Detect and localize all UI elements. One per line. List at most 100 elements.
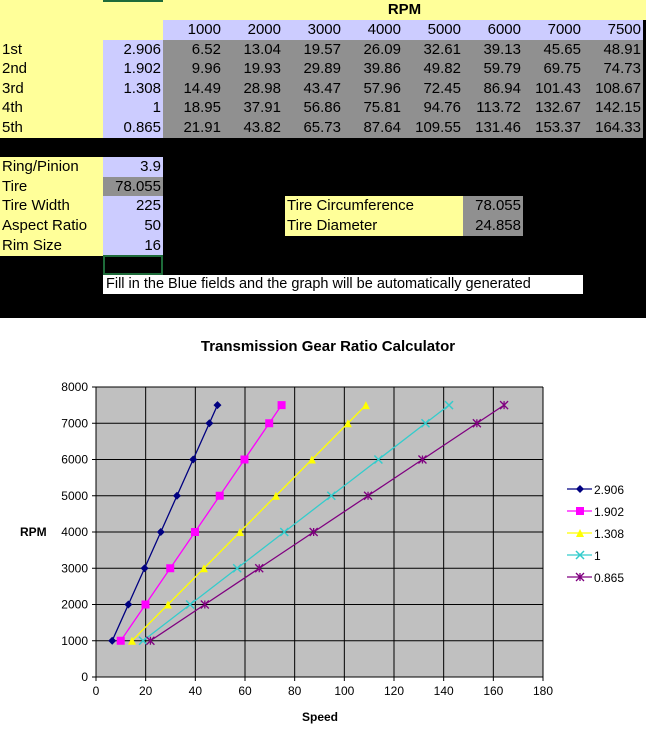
speed-cell[interactable]: 19.57 [283,40,343,60]
rpm-value-cell[interactable]: 3000 [283,20,343,40]
speed-cell[interactable]: 69.75 [523,59,583,79]
speed-cell[interactable]: 13.04 [223,40,283,60]
input-field[interactable]: 225 [103,196,163,216]
rpm-value-cell[interactable]: 4000 [343,20,403,40]
speed-cell[interactable]: 142.15 [583,98,643,118]
data-point-0.865 [200,600,210,609]
rpm-value-cell[interactable]: 7000 [523,20,583,40]
tire-info-value[interactable]: 78.055 [463,196,523,216]
data-point-1.902 [277,401,286,410]
input-label: Tire Width [0,196,103,216]
gear-label: 4th [0,98,103,118]
x-tick-label: 100 [334,684,354,698]
cell-blank[interactable] [0,20,163,40]
speed-cell[interactable]: 113.72 [463,98,523,118]
speed-cell[interactable]: 94.76 [403,98,463,118]
speed-cell[interactable]: 108.67 [583,79,643,99]
cell-blank[interactable] [0,0,103,20]
input-label: Rim Size [0,236,103,256]
speed-cell[interactable]: 18.95 [163,98,223,118]
speed-cell[interactable]: 86.94 [463,79,523,99]
speed-cell[interactable]: 32.61 [403,40,463,60]
data-point-2.906 [172,491,181,500]
rpm-value-cell[interactable]: 6000 [463,20,523,40]
speed-cell[interactable]: 153.37 [523,118,583,138]
speed-cell[interactable]: 26.09 [343,40,403,60]
tire-info-value[interactable]: 24.858 [463,216,523,236]
legend-marker [576,485,584,493]
speed-cell[interactable]: 131.46 [463,118,523,138]
data-point-0.865 [417,455,427,464]
rpm-value-cell[interactable]: 2000 [223,20,283,40]
rpm-value-cell[interactable]: 1000 [163,20,223,40]
data-point-1 [420,418,430,428]
legend-marker [575,550,585,560]
input-label: Aspect Ratio [0,216,103,236]
series-line-1 [142,404,450,642]
speed-cell[interactable]: 19.93 [223,59,283,79]
speed-cell[interactable]: 9.96 [163,59,223,79]
series-line-1.308 [131,404,367,642]
gear-ratio-input[interactable]: 0.865 [103,118,163,138]
data-point-0.865 [145,636,155,646]
speed-cell[interactable]: 164.33 [583,118,643,138]
spreadsheet: RPM 1000 2000 3000 4000 5000 6000 7000 7500 1st 2… [0,0,646,318]
speed-cell[interactable]: 109.55 [403,118,463,138]
input-field[interactable]: 3.9 [103,157,163,177]
data-point-2.906 [213,401,222,410]
x-tick-label: 140 [434,684,454,698]
input-field[interactable]: 50 [103,216,163,236]
input-field[interactable]: 16 [103,236,163,256]
speed-cell[interactable]: 72.45 [403,79,463,99]
speed-cell[interactable]: 14.49 [163,79,223,99]
speed-cell[interactable]: 39.13 [463,40,523,60]
selected-cell[interactable] [103,255,163,275]
speed-cell[interactable]: 57.96 [343,79,403,99]
speed-cell[interactable]: 6.52 [163,40,223,60]
gear-ratio-input[interactable]: 1.902 [103,59,163,79]
speed-cell[interactable]: 28.98 [223,79,283,99]
cell-blank[interactable] [103,0,163,20]
rpm-value-cell[interactable]: 7500 [583,20,643,40]
series-line-2.906 [111,404,219,642]
data-point-1.902 [166,564,175,573]
speed-cell[interactable]: 87.64 [343,118,403,138]
data-point-1 [232,563,242,573]
speed-cell[interactable]: 59.79 [463,59,523,79]
speed-cell[interactable]: 101.43 [523,79,583,99]
gear-ratio-input[interactable]: 1.308 [103,79,163,99]
speed-cell[interactable]: 21.91 [163,118,223,138]
legend-label: 1 [594,549,601,563]
y-tick-label: 7000 [61,416,88,430]
gear-label: 1st [0,40,103,60]
rpm-value-cell[interactable]: 5000 [403,20,463,40]
data-point-2.906 [140,564,149,573]
speed-cell[interactable]: 45.65 [523,40,583,60]
data-point-1.902 [116,636,125,645]
speed-cell[interactable]: 43.82 [223,118,283,138]
gear-ratio-input[interactable]: 2.906 [103,40,163,60]
speed-cell[interactable]: 74.73 [583,59,643,79]
speed-cell[interactable]: 56.86 [283,98,343,118]
speed-cell[interactable]: 48.91 [583,40,643,60]
speed-cell[interactable]: 29.89 [283,59,343,79]
x-axis-label: Speed [302,710,338,724]
data-point-1 [138,636,148,646]
speed-cell[interactable]: 39.86 [343,59,403,79]
speed-cell[interactable]: 132.67 [523,98,583,118]
tire-info-label: Tire Circumference [285,196,463,216]
legend-marker [576,507,584,515]
data-point-1 [326,491,336,501]
data-point-1.308 [199,564,208,573]
gear-ratio-input[interactable]: 1 [103,98,163,118]
y-tick-label: 3000 [61,561,88,575]
speed-cell[interactable]: 37.91 [223,98,283,118]
speed-cell[interactable]: 43.47 [283,79,343,99]
speed-cell[interactable]: 65.73 [283,118,343,138]
tire-value-cell[interactable]: 78.055 [103,177,163,197]
series-line-0.865 [150,404,505,642]
data-point-1.902 [240,455,249,464]
tire-info-label: Tire Diameter [285,216,463,236]
speed-cell[interactable]: 49.82 [403,59,463,79]
speed-cell[interactable]: 75.81 [343,98,403,118]
